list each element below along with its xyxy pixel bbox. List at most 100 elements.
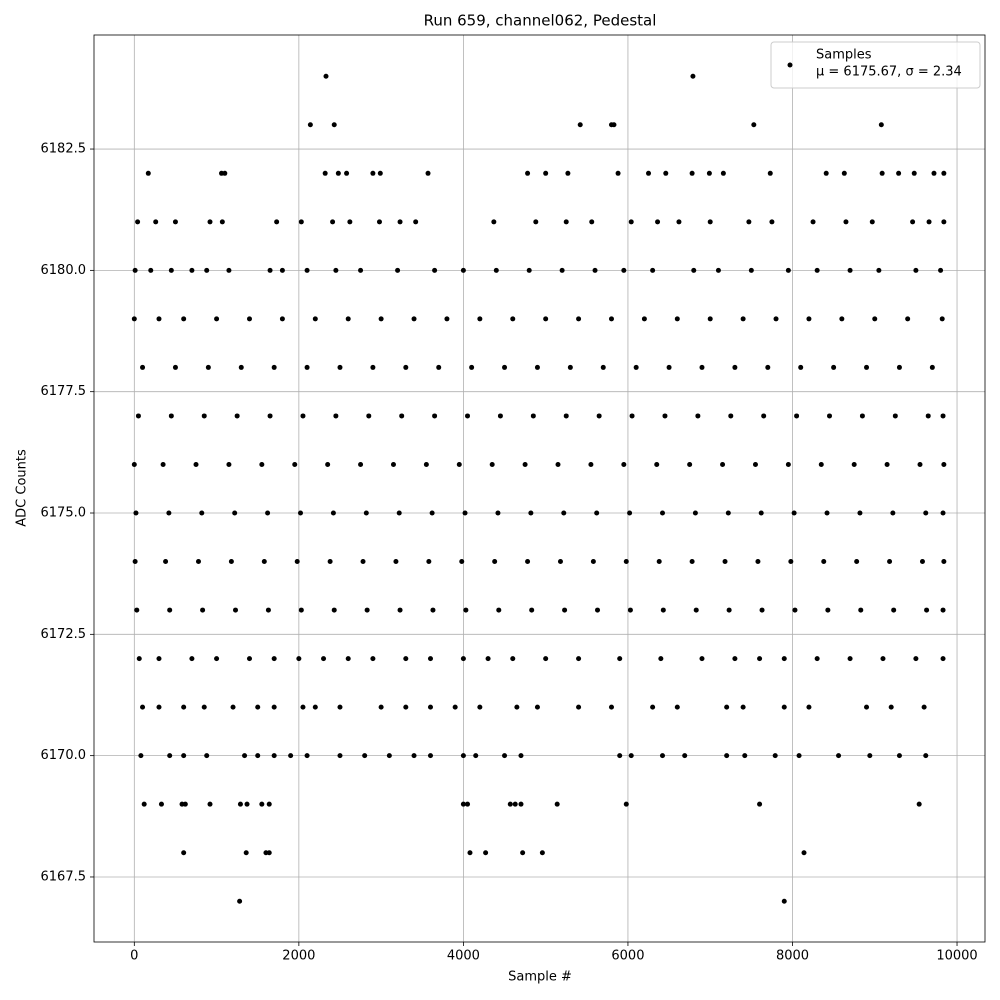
data-point [781,898,787,904]
data-point [562,607,568,613]
data-point [940,607,946,613]
data-point [304,267,310,273]
data-point [641,316,647,322]
data-point [345,656,351,662]
data-point [528,510,534,516]
data-point [132,559,138,565]
data-point [941,559,947,565]
data-point [266,850,272,856]
data-point [687,461,693,467]
data-point [134,607,140,613]
data-point [271,704,277,710]
data-point [261,559,267,565]
data-point [627,607,633,613]
data-point [905,316,911,322]
data-point [941,170,947,176]
data-point [659,510,665,516]
data-point [189,267,195,273]
data-point [772,753,778,759]
data-point [436,364,442,370]
data-point [691,267,697,273]
x-tick-label: 2000 [282,949,315,964]
data-point [788,559,794,565]
data-point [896,753,902,759]
data-point [557,559,563,565]
data-point [880,656,886,662]
data-point [246,656,252,662]
data-point [465,413,471,419]
data-point [473,753,479,759]
data-point [659,753,665,759]
data-point [543,656,549,662]
data-point [259,801,265,807]
data-point [204,267,210,273]
data-point [594,510,600,516]
data-point [879,170,885,176]
data-point [888,704,894,710]
data-point [267,267,273,273]
data-point [518,801,524,807]
data-point [559,267,565,273]
legend-label: Samples [816,48,872,63]
data-point [145,170,151,176]
data-point [219,219,225,225]
data-point [323,73,329,79]
data-point [485,656,491,662]
data-point [941,219,947,225]
data-point [181,850,187,856]
data-point [666,364,672,370]
data-point [831,364,837,370]
data-point [758,510,764,516]
data-point [695,413,701,419]
data-point [397,607,403,613]
data-point [140,704,146,710]
data-point [242,753,248,759]
data-point [836,753,842,759]
y-axis-label: ADC Counts [15,449,30,527]
data-point [376,219,382,225]
y-tick-label: 6180.0 [41,263,87,278]
data-point [243,850,249,856]
data-point [460,801,466,807]
data-point [426,559,432,565]
data-point [460,267,466,273]
data-point [765,364,771,370]
data-point [132,267,138,273]
data-point [403,704,409,710]
data-point [911,170,917,176]
data-point [520,850,526,856]
data-point [477,704,483,710]
data-point [526,267,532,273]
data-point [232,510,238,516]
data-point [757,656,763,662]
data-point [525,170,531,176]
data-point [755,559,761,565]
data-point [330,219,336,225]
data-point [720,170,726,176]
data-point [576,316,582,322]
data-point [266,801,272,807]
data-point [689,559,695,565]
data-point [689,170,695,176]
data-point [430,607,436,613]
data-point [463,607,469,613]
data-point [941,461,947,467]
data-point [330,510,336,516]
data-point [539,850,545,856]
data-point [378,704,384,710]
data-point [360,559,366,565]
points [131,73,947,904]
y-tick-label: 6177.5 [41,384,87,399]
data-point [843,219,849,225]
data-point [230,704,236,710]
data-point [596,413,602,419]
data-point [136,656,142,662]
data-point [265,607,271,613]
data-point [925,413,931,419]
data-point [298,607,304,613]
data-point [237,898,243,904]
x-tick-label: 4000 [447,949,480,964]
data-point [913,656,919,662]
chart-title: Run 659, channel062, Pedestal [424,12,657,30]
data-point [399,413,405,419]
